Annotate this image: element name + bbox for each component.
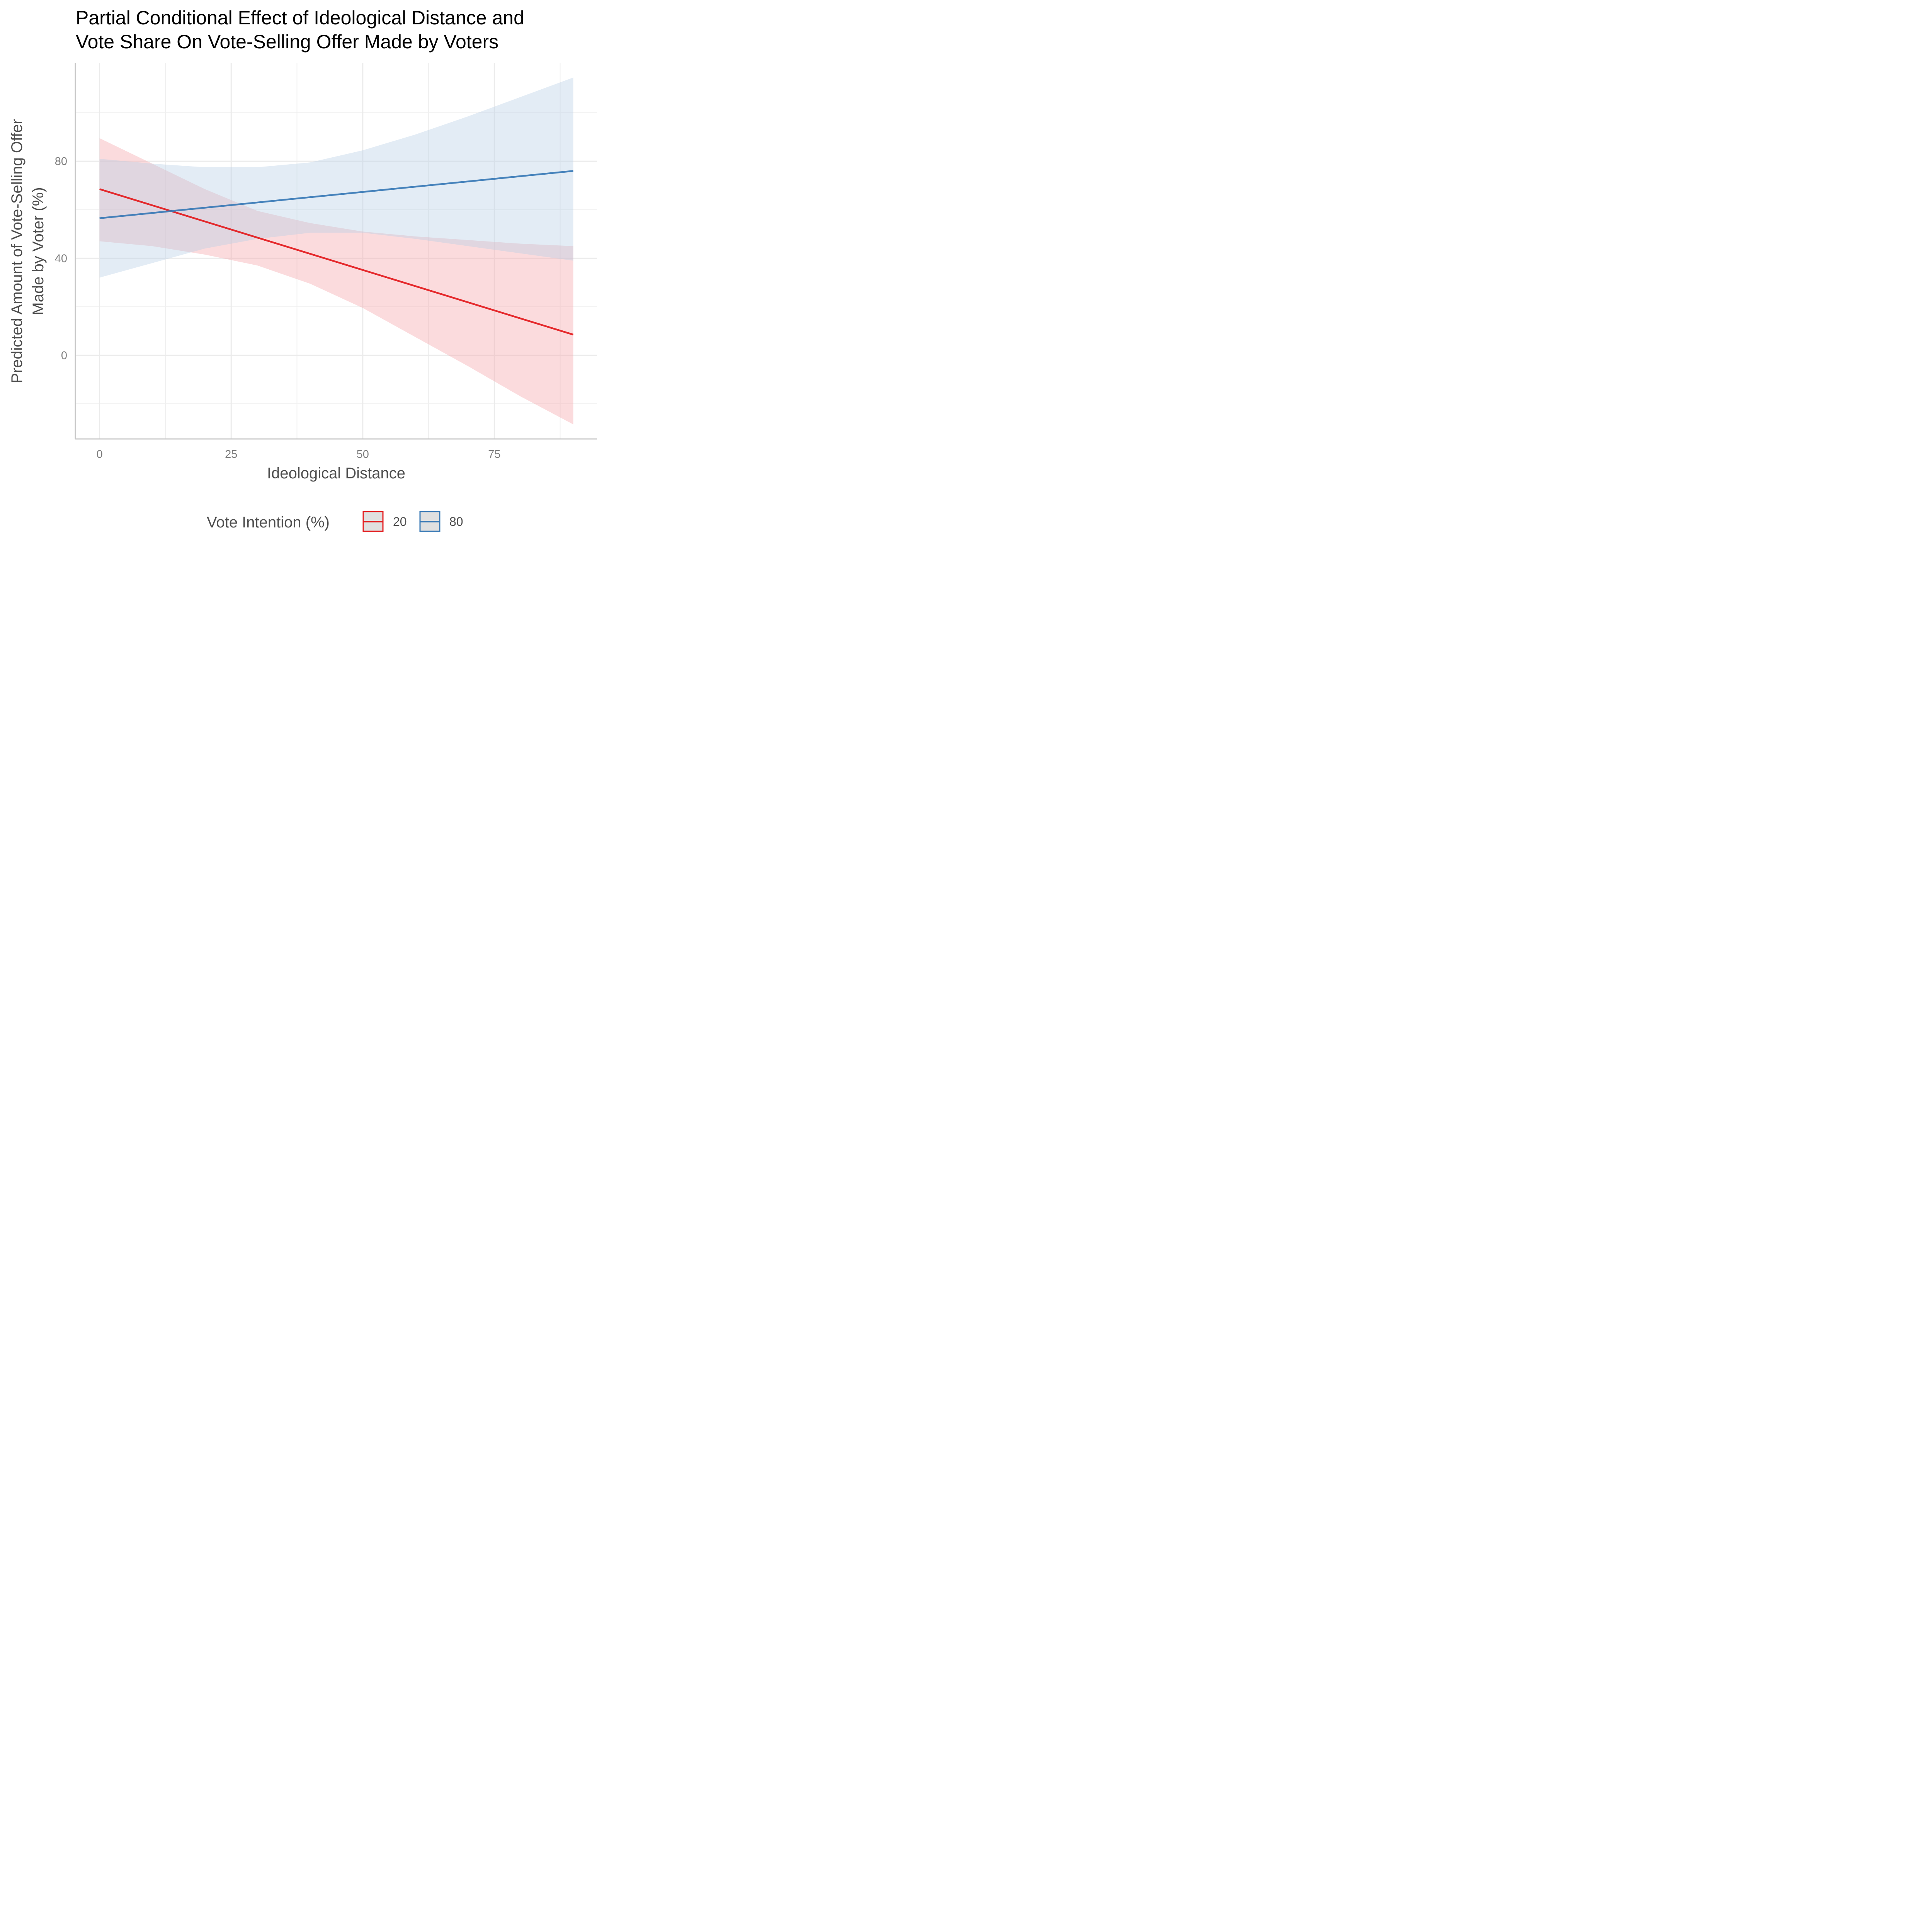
line-series-80 xyxy=(99,170,573,219)
chart-title-line-2: Vote Share On Vote-Selling Offer Made by… xyxy=(76,31,498,53)
chart-title: Partial Conditional Effect of Ideologica… xyxy=(76,7,524,53)
chart-title-line-1: Partial Conditional Effect of Ideologica… xyxy=(76,7,524,29)
confidence-ribbons xyxy=(99,77,573,425)
x-tick-label: 0 xyxy=(97,448,103,461)
line-series-20 xyxy=(99,188,574,336)
y-tick-label: 80 xyxy=(55,155,67,168)
x-tick-label: 25 xyxy=(225,448,237,461)
y-axis-title: Predicted Amount of Vote-Selling Offer M… xyxy=(9,119,47,383)
y-axis-title-line-2: Made by Voter (%) xyxy=(30,187,47,315)
legend-item-80: 80 xyxy=(419,511,463,532)
x-tick-label: 75 xyxy=(488,448,500,461)
legend-label-20: 20 xyxy=(393,515,407,529)
ribbon-80 xyxy=(99,77,573,278)
ribbon-20 xyxy=(99,138,573,425)
y-tick-labels: 0 40 80 xyxy=(55,155,67,362)
legend-title: Vote Intention (%) xyxy=(207,514,330,531)
legend: Vote Intention (%) 20 80 xyxy=(207,511,463,532)
x-axis-title: Ideological Distance xyxy=(267,465,405,482)
y-axis-title-line-1: Predicted Amount of Vote-Selling Offer xyxy=(9,119,26,383)
y-tick-label: 0 xyxy=(61,349,67,362)
x-tick-label: 50 xyxy=(357,448,369,461)
legend-item-20: 20 xyxy=(362,511,407,532)
grid-major xyxy=(75,63,597,439)
axes xyxy=(75,63,597,440)
x-tick-labels: 0 25 50 75 xyxy=(97,448,501,461)
chart: Partial Conditional Effect of Ideologica… xyxy=(0,0,599,544)
chart-svg: Partial Conditional Effect of Ideologica… xyxy=(9,7,597,532)
series-lines xyxy=(99,170,574,336)
grid-minor xyxy=(75,63,597,439)
legend-label-80: 80 xyxy=(449,515,463,529)
y-tick-label: 40 xyxy=(55,252,67,265)
